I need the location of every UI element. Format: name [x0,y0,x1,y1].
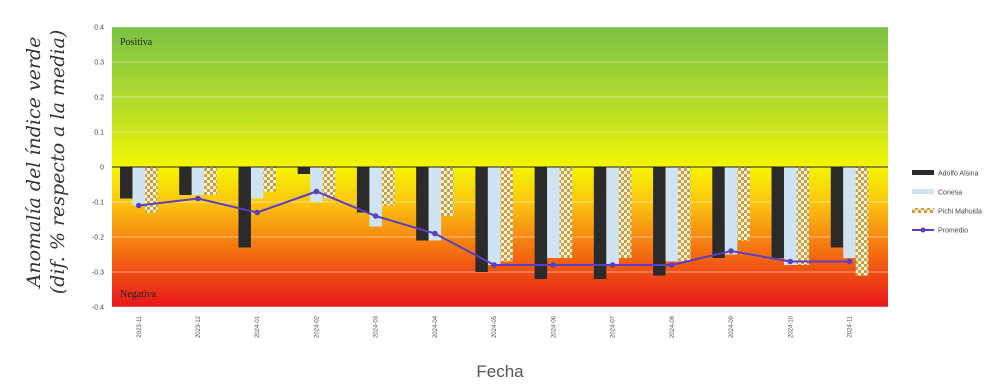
y-axis-label-line-1: Anomalía del índice verde [23,37,45,290]
bar-conesa [428,167,442,241]
bar-conesa [310,167,323,202]
bar-conesa [547,167,560,258]
bar-pichi-mahuida [381,167,395,206]
bar-conesa [724,167,738,255]
y-axis-label-line-2: (dif. % respecto a la media) [47,30,69,294]
y-tick-label: -0.4 [92,305,104,312]
legend-swatch-pichi-mahuida [912,208,934,213]
bar-pichi-mahuida [678,167,691,262]
x-tick-label: 2024-11 [848,315,854,337]
bar-adolfo-alsina [593,167,607,279]
x-tick-label: 2024-02 [314,315,320,338]
legend-label-conesa: Conesa [938,190,962,197]
average-point [432,230,438,237]
x-tick-label: 2024-06 [551,315,557,338]
bar-pichi-mahuida [441,167,454,216]
legend-label-promedio: Promedio [938,228,968,235]
y-tick-label: 0.2 [94,95,104,102]
x-tick-label: 2024-07 [611,315,617,338]
bar-pichi-mahuida [855,167,869,276]
positive-region-label: Positiva [120,37,153,48]
x-axis-ticks: 2023-11 2023-12 2024-01 2024-02 2024-03 2024-… [137,315,854,338]
bar-pichi-mahuida [500,167,513,262]
average-point [254,209,261,216]
bar-adolfo-alsina [179,167,192,195]
x-tick-label: 2024-05 [492,315,498,338]
bar-adolfo-alsina [120,167,133,199]
y-tick-label: 0.4 [94,25,104,32]
bar-conesa [191,167,205,195]
y-tick-label: -0.3 [92,270,104,277]
y-tick-label: 0 [100,165,104,172]
average-point [550,262,557,268]
y-tick-label: -0.1 [92,200,104,207]
bar-adolfo-alsina [416,167,429,241]
bar-conesa [132,167,145,206]
y-axis-label: Anomalía del índice verde (dif. % respec… [23,30,69,294]
legend-label-adolfo-alsina: Adolfo Alsina [938,171,979,178]
y-tick-label: 0.3 [94,60,104,67]
bar-conesa [784,167,797,265]
x-tick-label: 2024-04 [433,315,439,338]
bar-conesa [369,167,382,227]
legend-swatch-point-promedio [920,227,926,233]
bar-conesa [250,167,264,199]
y-axis-ticks: 0.4 0.3 0.2 0.1 0 -0.1 -0.2 -0.3 -0.4 [92,25,104,312]
x-axis-label: Fecha [476,362,524,381]
x-tick-label: 2023-11 [137,315,143,337]
bar-conesa [843,167,856,258]
average-point [728,248,734,254]
x-tick-label: 2024-08 [670,315,676,338]
bar-adolfo-alsina [712,167,725,258]
average-point [135,202,142,209]
average-point [195,195,201,202]
bar-conesa [665,167,679,262]
x-tick-label: 2023-12 [196,315,202,338]
bar-adolfo-alsina [297,167,311,174]
y-tick-label: -0.2 [92,235,104,242]
bar-conesa [606,167,619,265]
bar-pichi-mahuida [145,167,158,213]
average-point [787,258,794,265]
x-tick-label: 2024-03 [374,315,380,338]
average-point [491,262,497,268]
y-tick-label: 0.1 [94,130,104,137]
legend-swatch-conesa [912,189,934,194]
bar-pichi-mahuida [737,167,750,241]
negative-region-label: Negativa [120,289,157,300]
bar-adolfo-alsina [771,167,785,258]
bar-adolfo-alsina [830,167,844,248]
bar-adolfo-alsina [653,167,666,276]
legend: Adolfo Alsina Conesa Pichi Mahuida Promedio [912,170,982,235]
legend-swatch-adolfo-alsina [912,170,934,175]
bar-pichi-mahuida [559,167,573,258]
bar-adolfo-alsina [475,167,488,272]
bar-conesa [487,167,501,265]
bar-adolfo-alsina [356,167,370,213]
legend-label-pichi-mahuida: Pichi Mahuida [938,209,982,216]
x-tick-label: 2024-10 [788,315,794,338]
bar-adolfo-alsina [238,167,251,248]
bar-pichi-mahuida [322,167,336,199]
average-point [609,262,616,268]
average-point [846,258,853,265]
bar-pichi-mahuida [263,167,276,192]
average-point [669,262,675,268]
bar-pichi-mahuida [204,167,217,195]
average-point [313,188,320,195]
x-tick-label: 2024-01 [255,315,261,338]
bar-pichi-mahuida [796,167,810,265]
average-line [135,188,853,268]
x-tick-label: 2024-09 [729,315,735,338]
average-point [372,213,379,219]
bar-adolfo-alsina [534,167,548,279]
bar-pichi-mahuida [618,167,632,258]
